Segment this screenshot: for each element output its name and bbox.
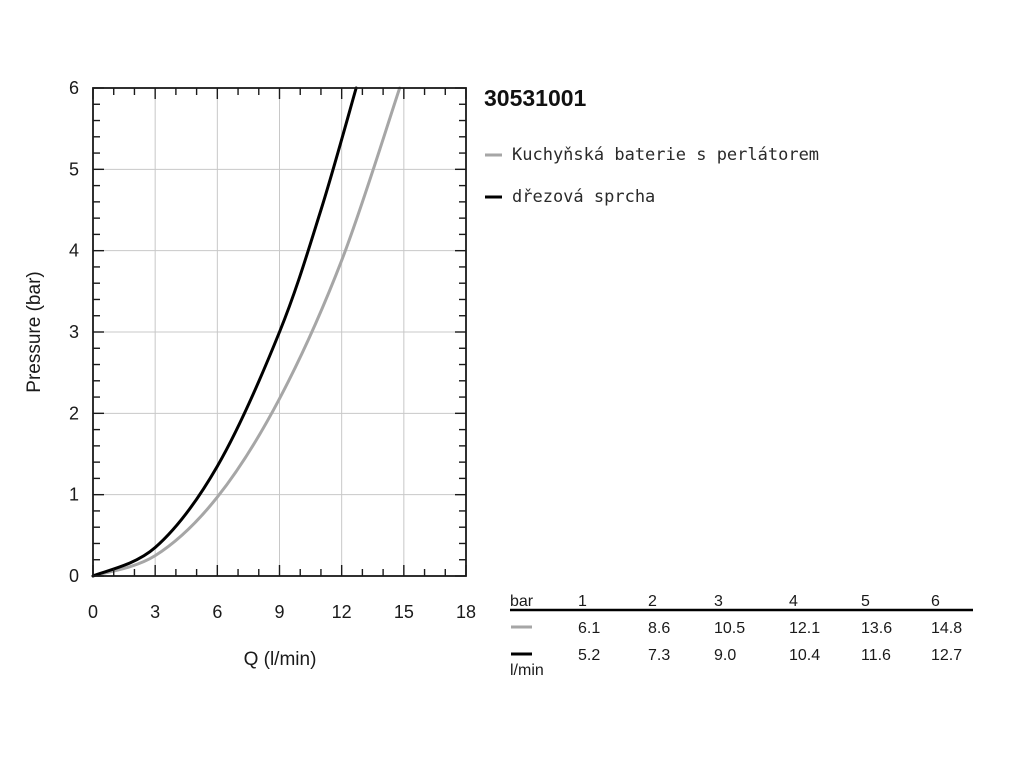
y-tick-label: 1: [69, 485, 79, 505]
table-flow-cell: 14.8: [931, 620, 962, 637]
table-header-label: bar: [510, 593, 534, 610]
table-cells: 1 2 3 4 5 6 6.1 8.6 10.5 12.1 13.6 14.8 5.2 7.3 9.0 10.…: [578, 593, 962, 664]
legend: Kuchyňská baterie s perlátorem dřezová s…: [485, 145, 819, 207]
x-tick-label: 9: [274, 602, 284, 622]
table-flow-cell: 10.5: [714, 620, 745, 637]
y-tick-label: 0: [69, 566, 79, 586]
flow-table: bar 1 2 3 4 5 6 6.1 8.6 10.5 12.1 13.6 14.8 5.2 7.3 9.…: [510, 593, 973, 679]
grid-lines: [93, 88, 466, 576]
x-tick-label: 3: [150, 602, 160, 622]
table-footer-label: l/min: [510, 662, 544, 679]
table-pressure-header: 6: [931, 593, 940, 610]
series-line-sink-spray: [91, 86, 358, 578]
table-flow-cell: 8.6: [648, 620, 670, 637]
table-flow-cell: 9.0: [714, 647, 736, 664]
y-tick-label: 4: [69, 241, 79, 261]
table-pressure-header: 1: [578, 593, 587, 610]
table-pressure-header: 4: [789, 593, 798, 610]
table-flow-cell: 11.6: [861, 647, 891, 664]
x-tick-label: 12: [332, 602, 352, 622]
legend-label-sink-spray: dřezová sprcha: [512, 187, 655, 207]
table-flow-cell: 13.6: [861, 620, 892, 637]
y-tick-label: 6: [69, 78, 79, 98]
y-tick-label: 5: [69, 159, 79, 179]
legend-label-kitchen-faucet: Kuchyňská baterie s perlátorem: [512, 145, 819, 165]
table-flow-cell: 12.7: [931, 647, 962, 664]
x-axis-title: Q (l/min): [244, 649, 317, 670]
series-line-kitchen-faucet: [91, 86, 402, 578]
y-tick-label: 2: [69, 403, 79, 423]
table-flow-cell: 10.4: [789, 647, 820, 664]
x-tick-label: 18: [456, 602, 476, 622]
table-flow-cell: 12.1: [789, 620, 820, 637]
curves: [91, 86, 402, 578]
y-tick-label: 3: [69, 322, 79, 342]
tick-marks: [92, 87, 467, 577]
x-tick-label: 6: [212, 602, 222, 622]
table-pressure-header: 2: [648, 593, 657, 610]
x-tick-label: 15: [394, 602, 414, 622]
table-pressure-header: 3: [714, 593, 723, 610]
x-tick-label: 0: [88, 602, 98, 622]
y-axis-title: Pressure (bar): [24, 271, 45, 392]
product-code: 30531001: [484, 85, 587, 111]
table-flow-cell: 7.3: [648, 647, 670, 664]
table-pressure-header: 5: [861, 593, 870, 610]
table-flow-cell: 6.1: [578, 620, 600, 637]
table-flow-cell: 5.2: [578, 647, 600, 664]
